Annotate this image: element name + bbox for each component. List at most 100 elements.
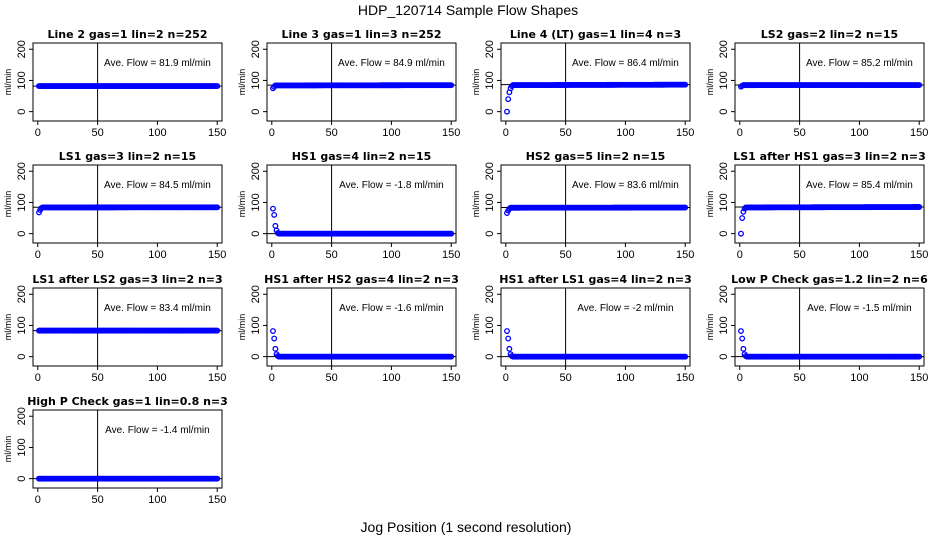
average-flow-annotation: Ave. Flow = 85.2 ml/min: [806, 58, 913, 69]
figure-xlabel: Jog Position (1 second resolution): [361, 519, 572, 535]
y-tick-label: 200: [16, 285, 28, 303]
y-tick-label: 0: [484, 354, 496, 360]
x-tick-label: 100: [148, 372, 166, 384]
y-tick-label: 100: [484, 316, 496, 334]
y-tick-label: 200: [16, 407, 28, 425]
data-point: [214, 204, 221, 211]
y-axis-label: ml/min: [705, 191, 715, 218]
y-tick-label: 0: [16, 109, 28, 115]
average-flow-annotation: Ave. Flow = 83.6 ml/min: [572, 180, 679, 191]
x-tick-label: 100: [850, 127, 868, 139]
average-flow-annotation: Ave. Flow = -2 ml/min: [577, 303, 673, 314]
x-tick-label: 100: [616, 249, 634, 261]
x-tick-label: 0: [35, 372, 41, 384]
average-flow-annotation: Ave. Flow = -1.5 ml/min: [807, 303, 912, 314]
data-point: [272, 345, 279, 352]
average-flow-annotation: Ave. Flow = 84.9 ml/min: [338, 58, 445, 69]
x-tick-label: 150: [442, 249, 460, 261]
plot-frame: [734, 164, 925, 244]
data-point: [916, 82, 923, 89]
panel: HS1 gas=4 lin=2 n=15 0 50 100 150 0 100 200 ml/m…: [237, 150, 460, 261]
panel: LS1 gas=3 lin=2 n=15 0 50 100 150 0 100 200 ml/m…: [3, 150, 226, 261]
y-axis-label: ml/min: [471, 69, 481, 96]
y-tick-label: 0: [484, 231, 496, 237]
x-tick-label: 150: [208, 494, 226, 506]
x-tick-label: 0: [503, 127, 509, 139]
plot-frame: [32, 287, 223, 367]
x-tick-label: 150: [676, 372, 694, 384]
y-tick-label: 200: [484, 40, 496, 58]
panel-title: HS1 after HS2 gas=4 lin=2 n=3: [264, 273, 459, 286]
x-tick-label: 150: [208, 249, 226, 261]
panel: Line 2 gas=1 lin=2 n=252 0 50 100 150 0 100 200…: [3, 28, 226, 139]
x-tick-label: 150: [910, 372, 928, 384]
panel: HS1 after LS1 gas=4 lin=2 n=3 0 50 100 150 0 1…: [471, 273, 694, 384]
panel-title: LS1 gas=3 lin=2 n=15: [59, 150, 196, 163]
y-tick-label: 0: [16, 354, 28, 360]
x-tick-label: 50: [325, 372, 337, 384]
x-tick-label: 50: [559, 249, 571, 261]
average-flow-annotation: Ave. Flow = 86.4 ml/min: [572, 58, 679, 69]
x-tick-label: 50: [325, 249, 337, 261]
x-tick-label: 100: [148, 494, 166, 506]
x-tick-label: 50: [559, 372, 571, 384]
x-tick-label: 0: [35, 127, 41, 139]
x-tick-label: 50: [91, 372, 103, 384]
series-points: [504, 204, 689, 216]
data-point: [271, 335, 278, 342]
data-point: [682, 81, 689, 88]
y-tick-label: 0: [718, 354, 730, 360]
data-point: [739, 335, 746, 342]
x-tick-label: 100: [382, 127, 400, 139]
data-point: [214, 475, 221, 482]
x-tick-label: 100: [382, 372, 400, 384]
panel: Line 4 (LT) gas=1 lin=4 n=3 0 50 100 150 0 100…: [471, 28, 694, 139]
y-tick-label: 0: [718, 109, 730, 115]
x-tick-label: 150: [910, 249, 928, 261]
panel: LS1 after LS2 gas=3 lin=2 n=3 0 50 100 150 0 1…: [3, 273, 226, 384]
panel: High P Check gas=1 lin=0.8 n=3 0 50 100 150 0…: [3, 395, 228, 506]
panel-title: LS1 after LS2 gas=3 lin=2 n=3: [32, 273, 222, 286]
data-point: [272, 222, 279, 229]
panel-title: HS2 gas=5 lin=2 n=15: [526, 150, 666, 163]
y-tick-label: 200: [250, 285, 262, 303]
y-tick-label: 100: [250, 193, 262, 211]
y-tick-label: 200: [484, 162, 496, 180]
y-tick-label: 200: [718, 40, 730, 58]
panel-title: LS2 gas=2 lin=2 n=15: [761, 28, 898, 41]
x-tick-label: 50: [325, 127, 337, 139]
y-axis-label: ml/min: [3, 436, 13, 463]
y-axis-label: ml/min: [237, 69, 247, 96]
series-points: [738, 328, 923, 360]
series-points: [738, 82, 923, 90]
x-tick-label: 150: [442, 127, 460, 139]
data-point: [270, 205, 276, 212]
plot-frame: [32, 164, 223, 244]
y-tick-label: 200: [484, 285, 496, 303]
series-points: [36, 475, 221, 482]
y-tick-label: 200: [250, 162, 262, 180]
average-flow-annotation: Ave. Flow = 81.9 ml/min: [104, 58, 211, 69]
y-tick-label: 200: [250, 40, 262, 58]
y-tick-label: 0: [484, 109, 496, 115]
y-tick-label: 100: [484, 71, 496, 89]
x-tick-label: 0: [737, 127, 743, 139]
x-tick-label: 100: [850, 372, 868, 384]
y-tick-label: 200: [16, 40, 28, 58]
x-tick-label: 100: [148, 127, 166, 139]
series-points: [270, 82, 455, 92]
plot-frame: [734, 287, 925, 367]
panel-title: HS1 after LS1 gas=4 lin=2 n=3: [499, 273, 692, 286]
y-tick-label: 100: [484, 193, 496, 211]
data-point: [740, 208, 747, 215]
y-tick-label: 200: [16, 162, 28, 180]
x-tick-label: 100: [616, 372, 634, 384]
y-axis-label: ml/min: [237, 191, 247, 218]
x-tick-label: 0: [269, 127, 275, 139]
panel: Line 3 gas=1 lin=3 n=252 0 50 100 150 0 100 200…: [237, 28, 460, 139]
panel-title: LS1 after HS1 gas=3 lin=2 n=3: [733, 150, 926, 163]
x-tick-label: 150: [442, 372, 460, 384]
series-points: [738, 204, 923, 237]
y-axis-label: ml/min: [471, 314, 481, 341]
data-point: [916, 353, 923, 360]
